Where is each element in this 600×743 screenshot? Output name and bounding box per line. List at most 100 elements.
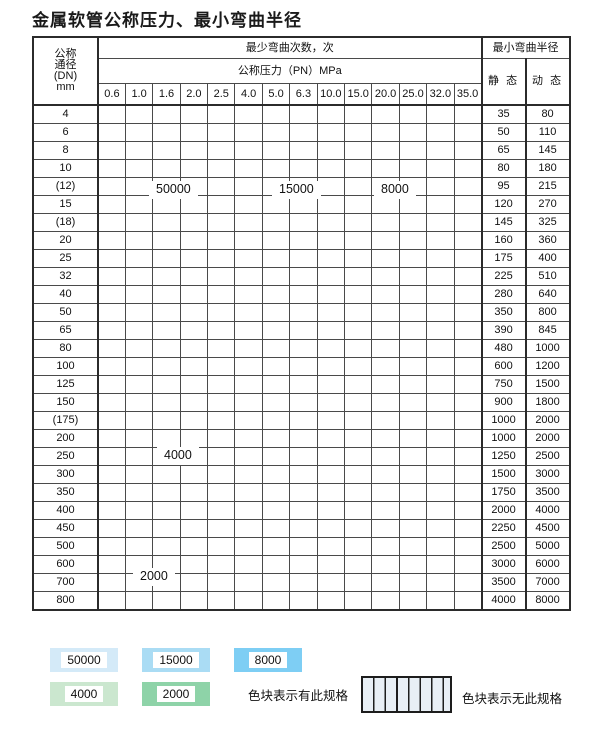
cell-150-32.0 [426,393,455,412]
cell-40-6.3 [289,285,318,304]
row-dn-80: 80 [32,339,99,358]
cell-200-2.5 [207,429,236,448]
cell-(175)-25.0 [398,411,428,430]
cell-400-15.0 [344,501,373,520]
row-dn-800: 800 [32,591,99,611]
cell-80-35.0 [453,339,483,358]
header-pressure-2.5: 2.5 [207,83,236,106]
cell-(12)-15.0 [344,177,373,196]
cell-125-4.0 [234,375,263,394]
cell-600-0.6 [97,555,126,574]
dynamic-radius-300: 3000 [525,465,571,484]
cell-450-25.0 [398,519,428,538]
dynamic-radius-125: 1500 [525,375,571,394]
cell-32-20.0 [371,267,400,286]
dynamic-radius-250: 2500 [525,447,571,466]
dynamic-radius-(175): 2000 [525,411,571,430]
table-row: 100 600 1200 [32,357,571,376]
cell-8-2.5 [207,141,236,160]
dynamic-radius-350: 3500 [525,483,571,502]
cell-200-15.0 [344,429,373,448]
cell-500-4.0 [234,537,263,556]
cell-400-1.0 [124,501,154,520]
cell-10-2.0 [179,159,209,178]
cell-700-10.0 [316,573,346,592]
cell-150-10.0 [316,393,346,412]
pressure-radius-table-wrap: 公称 通径 (DN) mm 最少弯曲次数，次 最小弯曲半径 公称压力（PN）MP… [32,36,571,611]
cell-400-0.6 [97,501,126,520]
cell-450-2.5 [207,519,236,538]
dynamic-radius-15: 270 [525,195,571,214]
cell-300-1.6 [152,465,181,484]
cell-250-5.0 [261,447,291,466]
cell-(18)-4.0 [234,213,263,232]
cell-25-1.6 [152,249,181,268]
cell-20-2.5 [207,231,236,250]
table-row: 80 480 1000 [32,339,571,358]
cell-100-5.0 [261,357,291,376]
cell-300-1.0 [124,465,154,484]
table-row: (18) 145 325 [32,213,571,232]
cell-80-2.5 [207,339,236,358]
cell-800-5.0 [261,591,291,611]
cell-200-25.0 [398,429,428,448]
cell-20-0.6 [97,231,126,250]
cell-8-10.0 [316,141,346,160]
cell-(18)-32.0 [426,213,455,232]
cell-32-1.0 [124,267,154,286]
cell-(175)-1.0 [124,411,154,430]
cell-100-1.0 [124,357,154,376]
cell-20-25.0 [398,231,428,250]
row-dn-20: 20 [32,231,99,250]
cell-20-15.0 [344,231,373,250]
cell-700-5.0 [261,573,291,592]
cell-200-6.3 [289,429,318,448]
cell-800-2.5 [207,591,236,611]
cell-600-15.0 [344,555,373,574]
legend-swatch-label: 2000 [156,686,196,702]
dynamic-radius-20: 360 [525,231,571,250]
legend-row-green: 4000 2000 色块表示有此规格 [50,682,348,706]
static-radius-6: 50 [481,123,527,142]
cell-350-6.3 [289,483,318,502]
table-header: 公称 通径 (DN) mm 最少弯曲次数，次 最小弯曲半径 公称压力（PN）MP… [32,36,571,106]
cell-350-20.0 [371,483,400,502]
dynamic-radius-150: 1800 [525,393,571,412]
cell-125-15.0 [344,375,373,394]
static-radius-15: 120 [481,195,527,214]
cell-400-20.0 [371,501,400,520]
cell-450-20.0 [371,519,400,538]
cell-8-0.6 [97,141,126,160]
legend-no-spec-note: 色块表示无此规格 [462,692,563,706]
row-dn-6: 6 [32,123,99,142]
cell-25-2.5 [207,249,236,268]
cell-15-32.0 [426,195,455,214]
header-min-radius: 最小弯曲半径 [481,36,571,59]
cell-200-35.0 [453,429,483,448]
dynamic-radius-25: 400 [525,249,571,268]
cell-125-2.5 [207,375,236,394]
cell-20-20.0 [371,231,400,250]
cell-200-2.0 [179,429,209,448]
header-pressure-15.0: 15.0 [344,83,373,106]
cell-400-4.0 [234,501,263,520]
cell-4-15.0 [344,104,373,124]
cell-50-5.0 [261,303,291,322]
static-radius-800: 4000 [481,591,527,611]
row-dn-(175): (175) [32,411,99,430]
cell-(12)-2.5 [207,177,236,196]
cell-450-6.3 [289,519,318,538]
cell-(12)-35.0 [453,177,483,196]
cell-600-5.0 [261,555,291,574]
static-radius-350: 1750 [481,483,527,502]
row-dn-25: 25 [32,249,99,268]
cell-300-6.3 [289,465,318,484]
cell-500-2.0 [179,537,209,556]
row-dn-700: 700 [32,573,99,592]
cell-65-15.0 [344,321,373,340]
cell-6-10.0 [316,123,346,142]
cell-800-6.3 [289,591,318,611]
cell-600-2.5 [207,555,236,574]
cell-4-2.5 [207,104,236,124]
header-dn: 公称 通径 (DN) mm [32,36,99,106]
